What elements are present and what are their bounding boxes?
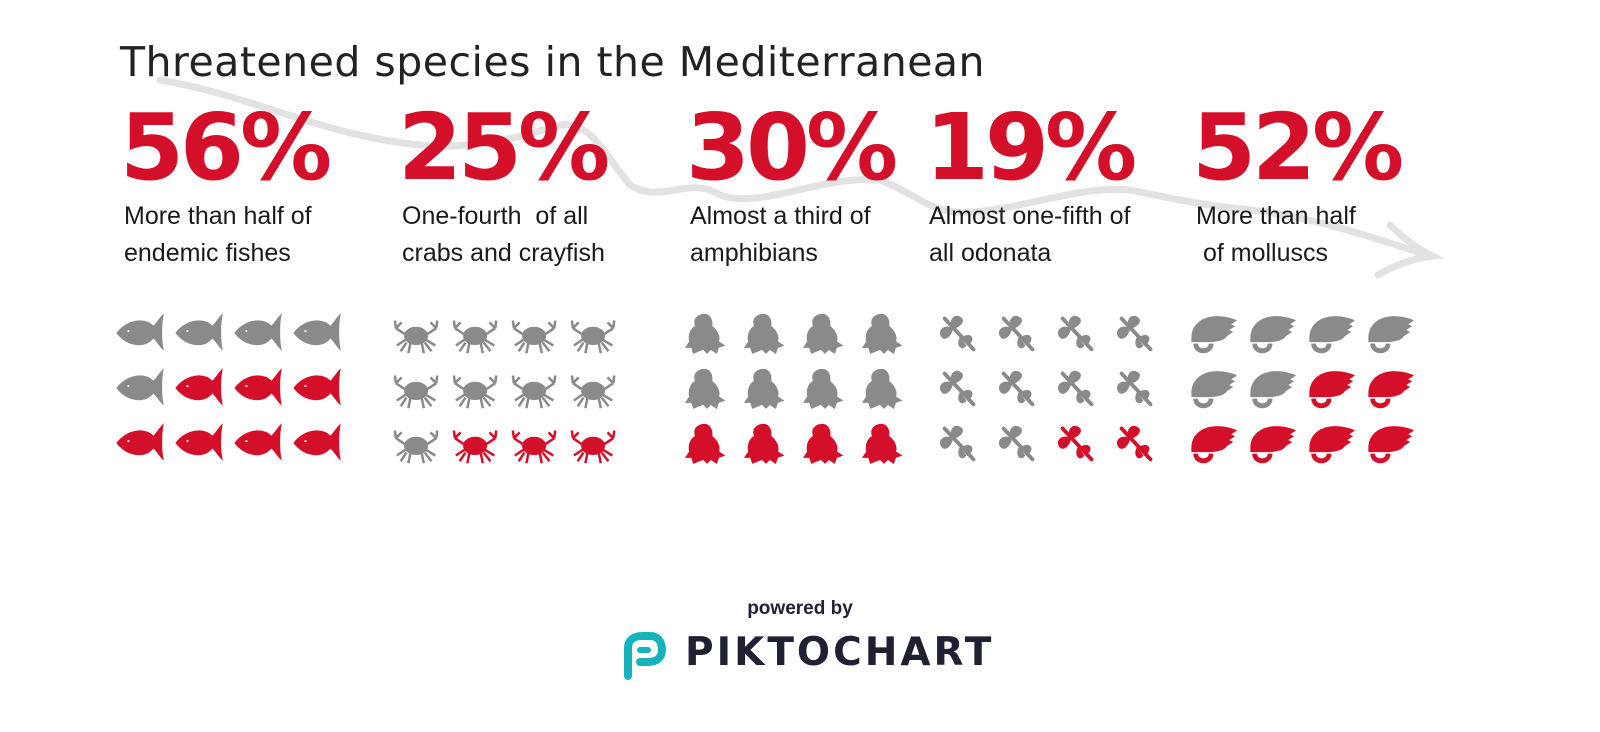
dragonfly-icon xyxy=(939,315,976,352)
snail-shell-icon xyxy=(1250,371,1297,409)
stat-description-line: endemic fishes xyxy=(124,239,291,267)
crab-icon xyxy=(570,320,616,354)
snail-shell-icon xyxy=(1250,316,1297,354)
piktochart-logo-icon xyxy=(624,632,666,680)
stat-value: 52% xyxy=(1192,94,1404,201)
fish-icon xyxy=(234,423,282,461)
chart-title: Threatened species in the Mediterranean xyxy=(120,38,986,86)
fish-icon xyxy=(234,368,282,406)
frog-icon xyxy=(743,313,785,354)
frog-icon xyxy=(861,313,903,354)
frog-icon xyxy=(684,423,726,464)
stat-column: 52% More than half of molluscs xyxy=(1192,100,1492,272)
frog-icon xyxy=(743,423,785,464)
fish-icon xyxy=(175,368,223,406)
crab-icon xyxy=(511,375,557,409)
fish-icon xyxy=(293,313,341,351)
frog-icon xyxy=(802,313,844,354)
frog-icon xyxy=(861,368,903,409)
dragonfly-icon xyxy=(939,425,976,462)
stat-description-line: of molluscs xyxy=(1196,239,1328,267)
stat-description-line: crabs and crayfish xyxy=(402,239,605,267)
dragonfly-icon xyxy=(998,315,1035,352)
stat-column: 56% More than half of endemic fishes xyxy=(120,100,420,272)
dragonfly-icon xyxy=(1057,425,1094,462)
snail-shell-icon xyxy=(1191,316,1238,354)
fish-icon xyxy=(116,313,164,351)
snail-shell-icon xyxy=(1309,316,1356,354)
powered-by-label: powered by xyxy=(747,598,853,619)
dragonfly-icon xyxy=(998,425,1035,462)
stat-description: One-fourth of all crabs and crayfish xyxy=(398,198,698,272)
frog-icon xyxy=(684,313,726,354)
fish-icon xyxy=(293,368,341,406)
frog-icon xyxy=(861,423,903,464)
stat-description-line: amphibians xyxy=(690,239,818,267)
brand-name: PIKTOCHART xyxy=(685,630,995,675)
dragonfly-icon xyxy=(1057,370,1094,407)
snail-shell-icon xyxy=(1368,426,1415,464)
crab-icon xyxy=(570,375,616,409)
stat-description: More than half of endemic fishes xyxy=(120,198,420,272)
crab-icon xyxy=(570,430,616,464)
fish-icon xyxy=(293,423,341,461)
snail-shell-icon xyxy=(1368,371,1415,409)
crab-icon xyxy=(393,430,439,464)
snail-shell-icon xyxy=(1250,426,1297,464)
fish-icon xyxy=(234,313,282,351)
frog-icon xyxy=(802,423,844,464)
snail-shell-icon xyxy=(1309,426,1356,464)
fish-icon xyxy=(175,313,223,351)
dragonfly-icon xyxy=(1116,370,1153,407)
snail-shell-icon xyxy=(1191,371,1238,409)
snail-shell-icon xyxy=(1309,371,1356,409)
snail-shell-icon xyxy=(1191,426,1238,464)
stat-column: 30% Almost a third of amphibians xyxy=(686,100,986,272)
dragonfly-icon xyxy=(1116,315,1153,352)
stat-value: 30% xyxy=(686,94,898,201)
dragonfly-icon xyxy=(939,370,976,407)
crab-icon xyxy=(511,320,557,354)
dragonfly-icon xyxy=(1057,315,1094,352)
stat-value: 56% xyxy=(120,94,332,201)
crab-icon xyxy=(393,375,439,409)
stat-description-line: One-fourth of all xyxy=(402,202,589,230)
fish-icon xyxy=(116,368,164,406)
crab-icon xyxy=(393,320,439,354)
stat-description-line: all odonata xyxy=(929,239,1052,267)
stat-description: Almost one-fifth of all odonata xyxy=(925,198,1225,272)
stat-description-line: Almost one-fifth of xyxy=(929,202,1131,230)
stat-value: 25% xyxy=(398,94,610,201)
dragonfly-icon xyxy=(998,370,1035,407)
crab-icon xyxy=(452,320,498,354)
crab-icon xyxy=(452,375,498,409)
stat-value: 19% xyxy=(925,94,1137,201)
snail-shell-icon xyxy=(1368,316,1415,354)
frog-icon xyxy=(743,368,785,409)
fish-icon xyxy=(175,423,223,461)
crab-icon xyxy=(511,430,557,464)
stat-description-line: More than half xyxy=(1196,202,1356,230)
dragonfly-icon xyxy=(1116,425,1153,462)
frog-icon xyxy=(802,368,844,409)
frog-icon xyxy=(684,368,726,409)
stat-description: Almost a third of amphibians xyxy=(686,198,986,272)
stat-description: More than half of molluscs xyxy=(1192,198,1492,272)
stat-description-line: More than half of xyxy=(124,202,312,230)
stat-column: 25% One-fourth of all crabs and crayfish xyxy=(398,100,698,272)
stat-description-line: Almost a third of xyxy=(690,202,871,230)
crab-icon xyxy=(452,430,498,464)
stat-column: 19% Almost one-fifth of all odonata xyxy=(925,100,1225,272)
fish-icon xyxy=(116,423,164,461)
